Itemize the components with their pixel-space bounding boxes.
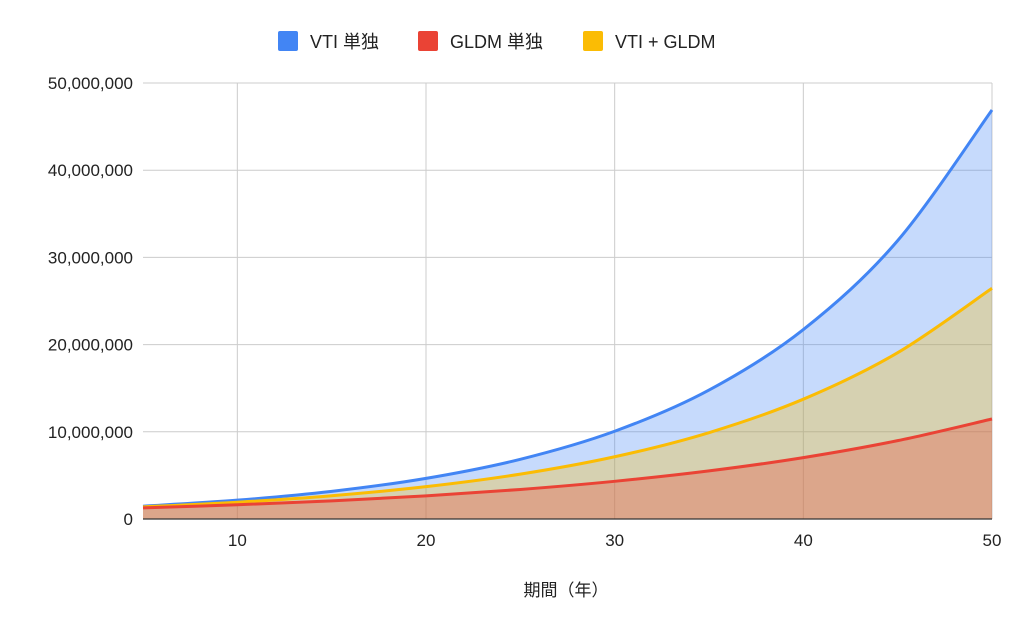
y-tick-label: 30,000,000 <box>48 248 133 267</box>
legend-item[interactable]: VTI 単独 <box>278 31 379 52</box>
y-tick-label: 20,000,000 <box>48 336 133 355</box>
legend-label: VTI 単独 <box>310 32 379 52</box>
lines <box>142 109 994 510</box>
line-series-2 <box>142 287 993 509</box>
grid <box>143 82 993 519</box>
area-series-0 <box>143 110 992 519</box>
area-series-1 <box>143 419 992 519</box>
legend-swatch <box>418 31 438 51</box>
y-tick-labels: 0 10,000,000 20,000,000 30,000,000 40,000,00… <box>48 74 133 529</box>
x-tick-label: 30 <box>605 531 624 550</box>
line-series-1 <box>142 417 993 510</box>
x-tick-label: 20 <box>417 531 436 550</box>
x-tick-label: 50 <box>983 531 1002 550</box>
legend-label: GLDM 単独 <box>450 32 543 52</box>
x-tick-labels: 10 20 30 40 50 <box>228 531 1002 550</box>
legend-swatch <box>583 31 603 51</box>
y-tick-label: 40,000,000 <box>48 161 133 180</box>
x-tick-label: 40 <box>794 531 813 550</box>
legend-item[interactable]: GLDM 単独 <box>418 31 543 52</box>
areas <box>143 110 992 519</box>
y-tick-label: 10,000,000 <box>48 423 133 442</box>
legend-swatch <box>278 31 298 51</box>
line-series-0 <box>142 109 994 508</box>
y-tick-label: 50,000,000 <box>48 74 133 93</box>
legend-item[interactable]: VTI + GLDM <box>583 31 716 52</box>
x-axis-label: 期間（年） <box>524 581 609 600</box>
y-tick-label: 0 <box>124 510 133 529</box>
legend-label: VTI + GLDM <box>615 32 716 52</box>
x-tick-label: 10 <box>228 531 247 550</box>
legend: VTI 単独 GLDM 単独 VTI + GLDM <box>278 31 716 52</box>
